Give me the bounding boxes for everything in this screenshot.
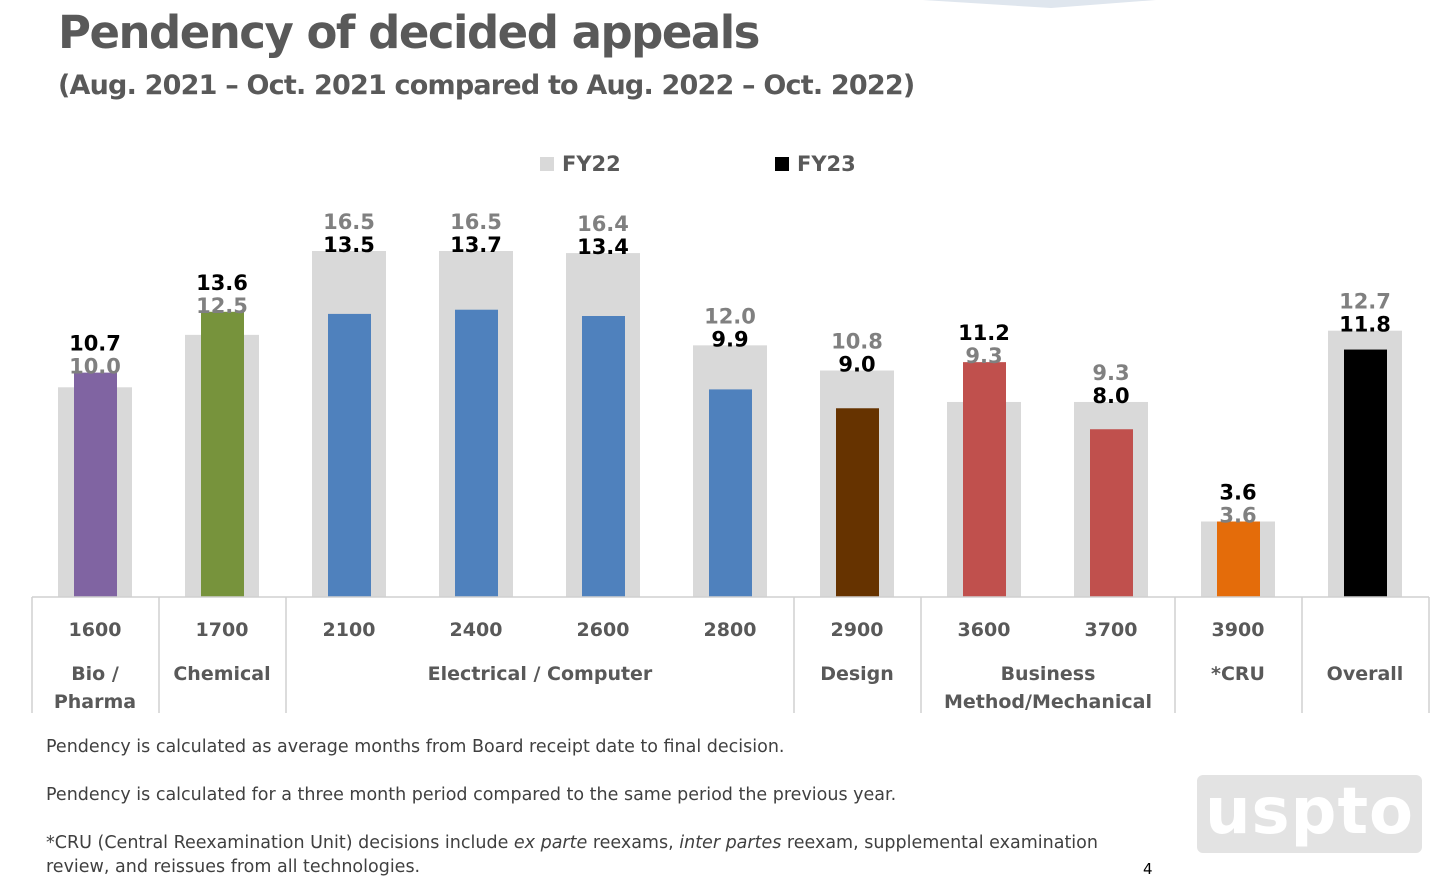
data-label-fy22: 10.0 — [69, 355, 121, 379]
bar-fy23-Overall — [1344, 349, 1387, 597]
tick-label-2600: 2600 — [577, 619, 630, 641]
data-label-fy22: 12.7 — [1339, 290, 1391, 314]
group-label-line: Bio / — [71, 663, 119, 685]
bar-fy23-3700 — [1090, 429, 1133, 597]
group-label-line: Electrical / Computer — [428, 663, 653, 685]
legend-label: FY23 — [797, 152, 856, 176]
data-label-fy23: 13.7 — [450, 233, 502, 257]
bar-fy23-2400 — [455, 309, 498, 597]
group-label-line: Overall — [1327, 663, 1404, 685]
bar-fy23-2100 — [328, 313, 371, 597]
group-label: Business Method/Mechanical — [944, 663, 1152, 713]
footnote-4: review, and reissues from all technologi… — [46, 857, 421, 877]
data-label-fy23: 8.0 — [1092, 384, 1129, 408]
bar-fy23-3600 — [963, 362, 1006, 597]
group-label: *CRU — [1211, 663, 1265, 685]
data-label-fy23: 11.8 — [1339, 313, 1391, 337]
tick-label-2800: 2800 — [704, 619, 757, 641]
footnote-text: reexams, — [587, 833, 680, 853]
data-label-fy23: 9.0 — [838, 353, 875, 377]
data-label-fy23: 13.4 — [577, 235, 629, 259]
bar-fy23-2600 — [582, 316, 625, 597]
bar-fy23-1600 — [74, 372, 117, 597]
footnote-2: Pendency is calculated for a three month… — [46, 785, 897, 805]
footnote-1: Pendency is calculated as average months… — [46, 737, 785, 757]
tick-label-1700: 1700 — [196, 619, 249, 641]
legend-label: FY22 — [562, 152, 621, 176]
tick-label-2900: 2900 — [831, 619, 884, 641]
data-label-fy23: 13.6 — [196, 271, 248, 295]
bar-fy23-3900 — [1217, 521, 1260, 597]
bar-fy23-1700 — [201, 311, 244, 597]
legend-fy22: FY22 — [540, 152, 621, 176]
bar-chart: 10.710.0160013.612.5170016.513.5210016.5… — [31, 210, 1430, 713]
page-number: 4 — [1143, 860, 1153, 878]
data-label-fy23: 3.6 — [1219, 481, 1256, 505]
data-label-fy22: 16.4 — [577, 212, 629, 236]
bar-fy23-2900 — [836, 408, 879, 597]
tick-label-2100: 2100 — [323, 619, 376, 641]
group-label-line: Method/Mechanical — [944, 691, 1152, 713]
group-label: Electrical / Computer — [428, 663, 653, 685]
data-label-fy23: 11.2 — [958, 321, 1010, 345]
data-label-fy22: 3.6 — [1219, 504, 1256, 528]
group-label: Overall — [1327, 663, 1404, 685]
group-label-line: Design — [820, 663, 894, 685]
data-label-fy23: 10.7 — [69, 332, 121, 356]
chart-subtitle: (Aug. 2021 – Oct. 2021 compared to Aug. … — [58, 70, 915, 101]
group-label-line: Chemical — [173, 663, 270, 685]
tick-label-1600: 1600 — [69, 619, 122, 641]
legend-fy23: FY23 — [775, 152, 856, 176]
data-label-fy22: 12.0 — [704, 304, 756, 328]
footnote-text: *CRU (Central Reexamination Unit) decisi… — [46, 833, 514, 853]
legend-swatch-fy23 — [775, 157, 789, 171]
uspto-logo: uspto — [1197, 775, 1422, 853]
data-label-fy22: 16.5 — [450, 210, 502, 234]
data-label-fy22: 10.8 — [831, 330, 883, 354]
footnote-3: *CRU (Central Reexamination Unit) decisi… — [46, 833, 1098, 853]
data-label-fy23: 13.5 — [323, 233, 375, 257]
data-label-fy22: 9.3 — [965, 344, 1002, 368]
data-label-fy23: 9.9 — [711, 327, 748, 351]
bar-fy23-2800 — [709, 389, 752, 597]
chart-title: Pendency of decided appeals — [58, 6, 760, 59]
group-label: Bio / Pharma — [54, 663, 136, 713]
group-label: Chemical — [173, 663, 270, 685]
group-label-line: *CRU — [1211, 663, 1265, 685]
group-label-line: Business — [1001, 663, 1096, 685]
data-label-fy22: 9.3 — [1092, 361, 1129, 385]
header-decoration — [820, 0, 1240, 8]
tick-label-3700: 3700 — [1085, 619, 1138, 641]
footnote-italic: inter partes — [679, 833, 782, 853]
tick-label-2400: 2400 — [450, 619, 503, 641]
footnote-italic: ex parte — [513, 833, 588, 853]
footnote-text: reexam, supplemental examination — [781, 833, 1098, 853]
data-label-fy22: 12.5 — [196, 294, 248, 318]
legend-swatch-fy22 — [540, 157, 554, 171]
group-label-line: Pharma — [54, 691, 136, 713]
data-label-fy22: 16.5 — [323, 210, 375, 234]
tick-label-3900: 3900 — [1212, 619, 1265, 641]
group-label: Design — [820, 663, 894, 685]
tick-label-3600: 3600 — [958, 619, 1011, 641]
